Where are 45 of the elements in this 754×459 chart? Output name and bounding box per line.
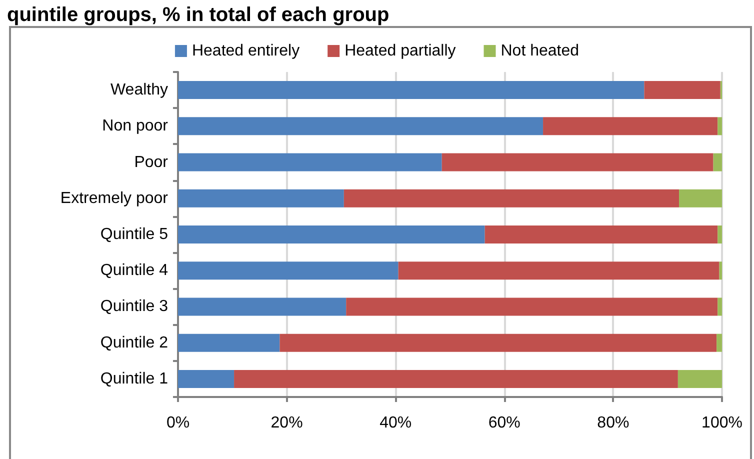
bar <box>543 117 718 136</box>
bar <box>398 262 720 280</box>
bar <box>442 153 714 172</box>
y-tick-label: Non poor <box>102 118 169 135</box>
bar <box>234 370 678 388</box>
bar <box>484 226 718 244</box>
y-tick-label: Quintile 5 <box>100 226 168 243</box>
chart-title: quintile groups, % in total of each group <box>7 4 390 26</box>
bar <box>178 189 344 208</box>
bar <box>178 262 398 280</box>
x-tick-label: 40% <box>380 414 412 432</box>
bar <box>178 81 644 100</box>
y-tick-label: Wealthy <box>110 82 168 99</box>
legend-label: Heated entirely <box>192 42 300 60</box>
bar <box>678 370 722 388</box>
bar <box>644 81 720 100</box>
bar <box>178 226 485 244</box>
bar <box>679 189 722 208</box>
legend-label: Not heated <box>500 42 580 60</box>
x-tick-label: 80% <box>597 414 630 432</box>
y-tick-label: Poor <box>134 154 169 171</box>
bar <box>716 334 722 352</box>
bar <box>178 298 346 316</box>
x-tick-label: 100% <box>702 414 742 432</box>
x-tick-label: 0% <box>166 414 190 432</box>
bar <box>178 153 442 172</box>
bar <box>718 117 722 136</box>
bar <box>280 334 717 352</box>
bar <box>719 262 722 280</box>
y-tick-label: Quintile 1 <box>100 370 168 388</box>
x-tick-label: 20% <box>270 414 303 432</box>
legend-label: Heated partially <box>344 42 456 60</box>
x-tick-label: 60% <box>488 414 520 432</box>
bar <box>178 334 280 352</box>
bar <box>718 298 722 316</box>
bar <box>718 226 722 244</box>
bar <box>178 117 544 136</box>
y-tick-label: Extremely poor <box>60 190 169 207</box>
y-tick-label: Quintile 4 <box>100 262 168 280</box>
bar <box>713 153 722 172</box>
bar <box>178 370 234 388</box>
y-tick-label: Quintile 3 <box>100 298 168 316</box>
y-tick-label: Quintile 2 <box>100 334 168 352</box>
bar <box>346 298 718 316</box>
bar <box>344 189 680 208</box>
